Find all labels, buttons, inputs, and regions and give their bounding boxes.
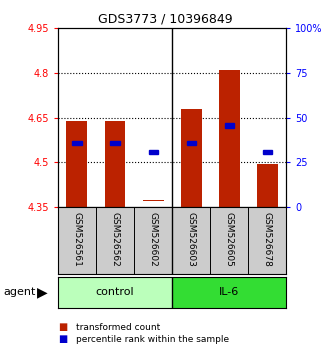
Bar	[149, 150, 158, 154]
Bar	[181, 109, 202, 207]
Bar	[187, 141, 196, 145]
Bar	[263, 150, 272, 154]
Text: IL-6: IL-6	[219, 287, 239, 297]
Text: agent: agent	[3, 287, 36, 297]
Text: control: control	[96, 287, 134, 297]
Bar	[72, 141, 81, 145]
Text: GSM526561: GSM526561	[72, 212, 81, 267]
Bar	[225, 123, 234, 127]
Text: GSM526562: GSM526562	[111, 212, 119, 267]
Text: GDS3773 / 10396849: GDS3773 / 10396849	[98, 12, 233, 25]
Bar	[219, 70, 240, 207]
Bar	[111, 141, 119, 145]
Text: percentile rank within the sample: percentile rank within the sample	[76, 335, 229, 344]
Text: GSM526605: GSM526605	[225, 212, 234, 267]
Text: GSM526678: GSM526678	[263, 212, 272, 267]
Bar	[67, 121, 87, 207]
Text: ■: ■	[58, 322, 67, 332]
Bar	[257, 164, 278, 207]
Bar	[58, 277, 172, 308]
Bar	[105, 121, 125, 207]
Text: transformed count: transformed count	[76, 323, 161, 332]
Text: GSM526603: GSM526603	[187, 212, 196, 267]
Text: GSM526602: GSM526602	[149, 212, 158, 267]
Text: ■: ■	[58, 334, 67, 344]
Bar	[172, 277, 286, 308]
Text: ▶: ▶	[37, 285, 48, 299]
Bar	[143, 200, 164, 201]
